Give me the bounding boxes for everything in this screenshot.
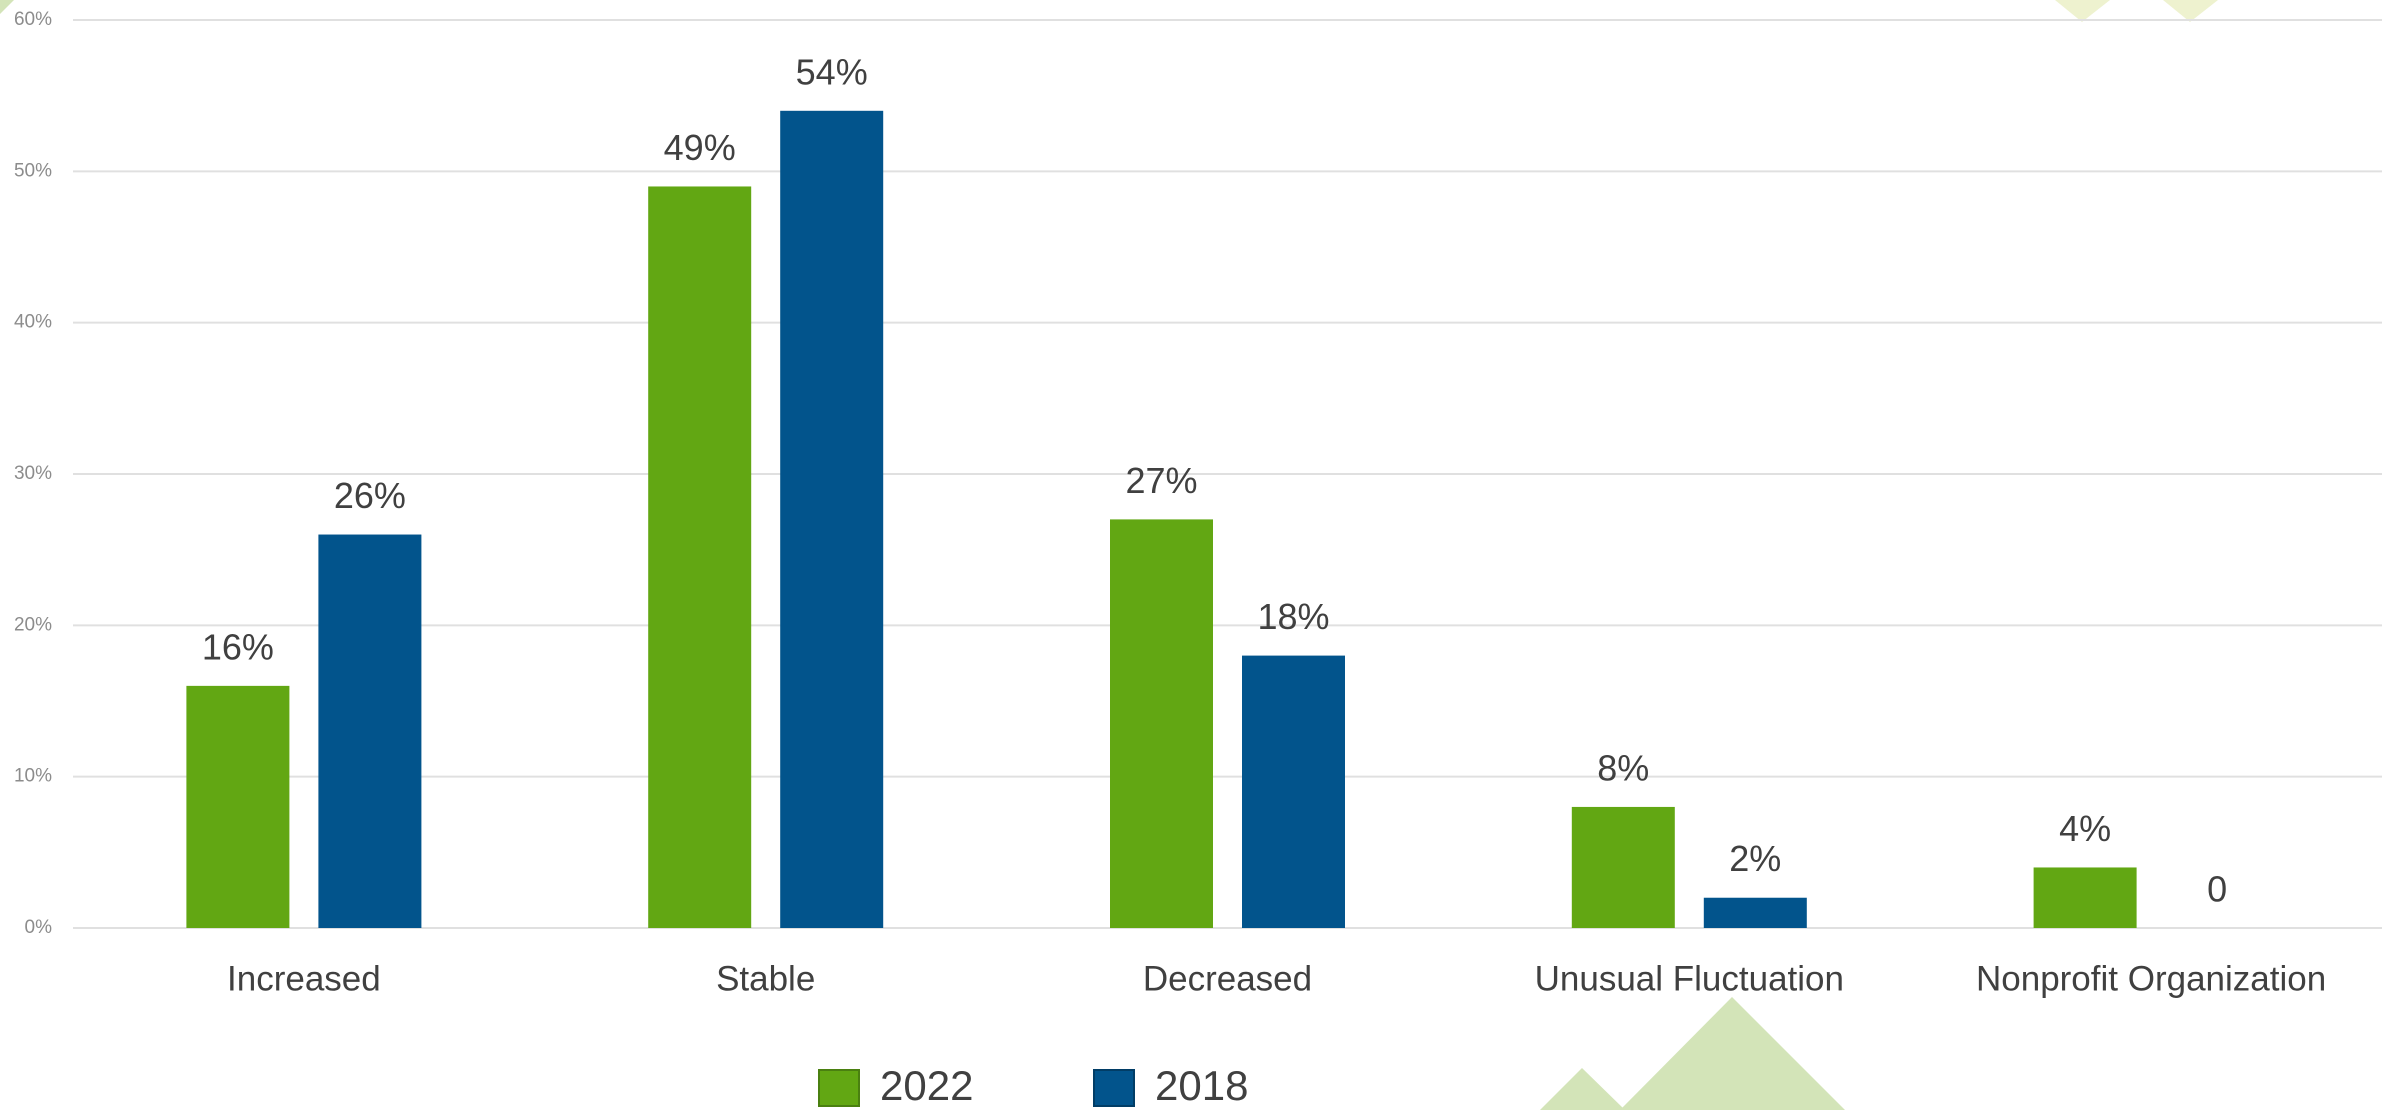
- value-label: 49%: [664, 127, 736, 168]
- y-tick-label: 10%: [14, 766, 52, 787]
- bar: [186, 685, 290, 928]
- value-label: 27%: [1125, 460, 1197, 501]
- bar: [2033, 867, 2137, 928]
- y-tick-label: 40%: [14, 312, 52, 333]
- x-tick-label: Increased: [227, 959, 381, 998]
- bar: [648, 186, 752, 928]
- bar: [1571, 806, 1675, 928]
- bar: [780, 110, 884, 929]
- x-tick-label: Decreased: [1143, 959, 1312, 998]
- bar: [318, 534, 422, 928]
- legend-label: 2022: [880, 1062, 973, 1109]
- background-decoration: [0, 0, 2218, 1110]
- bar: [1242, 655, 1345, 928]
- value-label: 26%: [334, 475, 406, 516]
- y-tick-label: 60%: [14, 9, 52, 30]
- y-tick-label: 50%: [14, 160, 52, 181]
- legend-label: 2018: [1155, 1062, 1248, 1109]
- legend-swatch: [818, 1069, 860, 1107]
- x-tick-label: Nonprofit Organization: [1976, 959, 2326, 998]
- value-label: 4%: [2059, 808, 2111, 849]
- x-tick-label: Stable: [716, 959, 815, 998]
- x-tick-label: Unusual Fluctuation: [1535, 959, 1844, 998]
- y-tick-label: 30%: [14, 463, 52, 484]
- legend-swatch: [1093, 1069, 1135, 1107]
- value-label: 54%: [796, 51, 868, 92]
- bar: [1703, 897, 1807, 928]
- y-tick-label: 0%: [25, 917, 53, 938]
- bar: [1110, 519, 1213, 928]
- value-label: 8%: [1597, 747, 1649, 788]
- y-tick-label: 20%: [14, 614, 52, 635]
- value-label: 16%: [202, 626, 274, 667]
- value-label: 18%: [1257, 596, 1329, 637]
- value-label: 2%: [1729, 838, 1781, 879]
- value-label: 0: [2207, 869, 2227, 910]
